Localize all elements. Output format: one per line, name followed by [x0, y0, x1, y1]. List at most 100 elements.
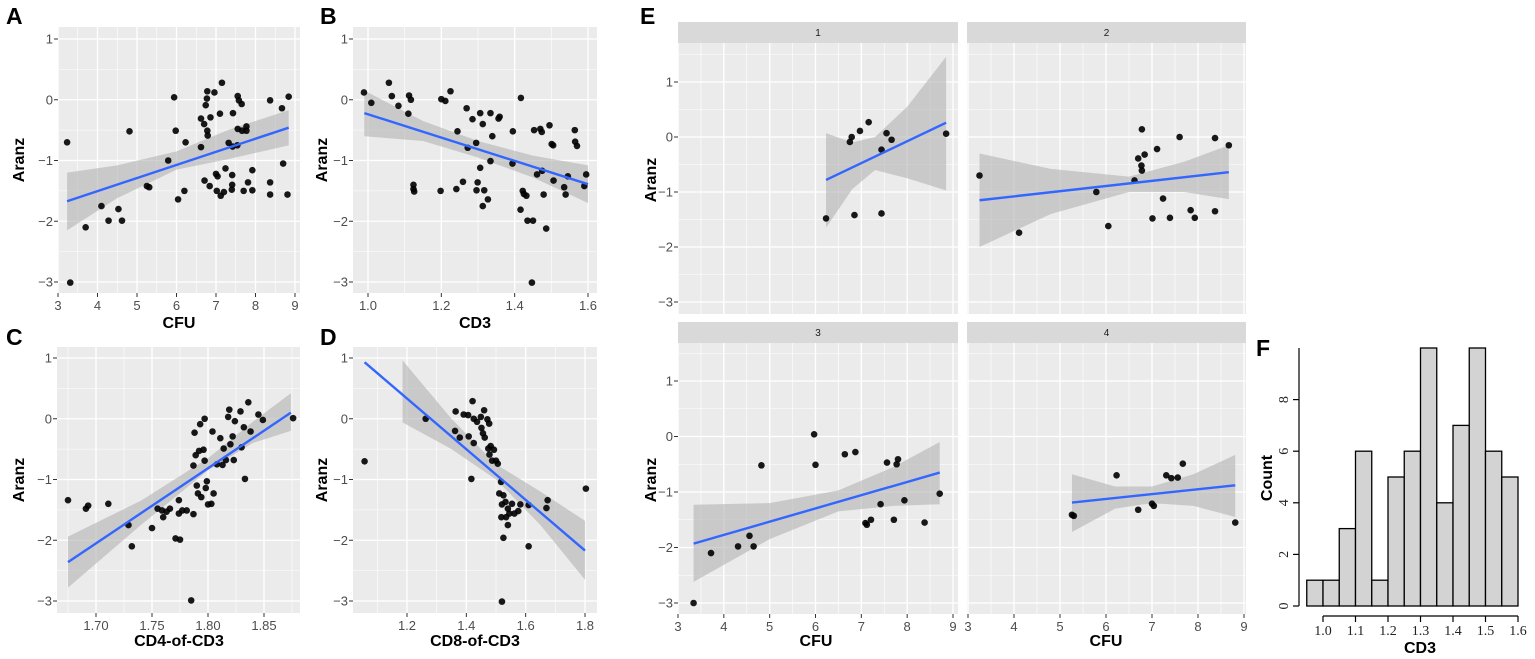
facet-2: 2: [967, 22, 1246, 314]
data-point: [509, 128, 517, 135]
data-point: [894, 455, 902, 463]
data-point: [514, 507, 522, 515]
data-point: [477, 413, 485, 421]
data-point: [197, 493, 205, 501]
data-point: [241, 475, 249, 483]
y-tick-label: 1: [46, 32, 53, 47]
data-point: [481, 434, 489, 441]
data-point: [220, 188, 228, 196]
data-point: [279, 160, 287, 167]
data-point: [538, 128, 546, 136]
y-tick-label: −3: [333, 275, 348, 290]
data-point: [183, 507, 191, 514]
data-point: [231, 417, 239, 425]
data-point: [480, 406, 488, 414]
data-point: [758, 462, 765, 469]
x-tick-label: 7: [212, 298, 219, 313]
x-tick-label: 6: [812, 619, 819, 634]
y-axis-title: Count: [1259, 454, 1276, 501]
data-point: [1174, 474, 1182, 481]
data-point: [936, 490, 944, 497]
data-point: [456, 434, 464, 441]
regression-line: [363, 111, 589, 186]
y-tick-label: 1: [45, 351, 52, 366]
data-point: [454, 128, 461, 135]
data-point: [502, 498, 509, 506]
y-tick-label: −2: [37, 533, 52, 548]
x-tick-label: 1.5: [1477, 624, 1495, 639]
regression-line: [66, 126, 290, 203]
data-point: [1093, 188, 1100, 196]
y-tick-label: 0: [666, 130, 673, 145]
data-point: [204, 127, 211, 135]
data-point: [1105, 222, 1112, 230]
data-point: [1166, 214, 1174, 222]
y-tick-label: −3: [37, 594, 52, 609]
data-point: [550, 177, 557, 184]
data-point: [437, 187, 444, 195]
facet-strip-label: 2: [1104, 28, 1110, 39]
data-point: [883, 459, 891, 466]
data-point: [810, 430, 818, 438]
data-point: [1179, 460, 1187, 467]
y-tick-label: −1: [38, 153, 53, 168]
data-point: [159, 513, 167, 521]
panel-f: 0 2 4 6 8 1.0 1.1 1.2 1.3 1.4 1.5 1.6 F Count CD3: [1256, 335, 1527, 657]
regression-line: [693, 471, 941, 545]
x-tick-label: 5: [133, 298, 140, 313]
y-tick-label: 1: [666, 374, 673, 389]
data-point: [82, 224, 89, 231]
x-tick-label: 1.70: [83, 618, 108, 633]
data-point: [707, 549, 715, 557]
x-tick-label: 1.8: [576, 618, 594, 633]
y-tick-label: 1: [341, 32, 348, 47]
data-point: [890, 516, 898, 524]
data-point: [487, 109, 494, 117]
data-point: [508, 500, 516, 508]
data-point: [523, 192, 530, 200]
data-point: [852, 448, 859, 456]
y-axis-title: Aranz: [643, 458, 660, 502]
data-point: [84, 502, 92, 509]
facet-strip: [678, 322, 958, 343]
data-point: [1187, 206, 1194, 214]
data-point: [407, 96, 415, 104]
data-point: [395, 102, 402, 110]
data-point: [464, 411, 472, 419]
data-point: [385, 79, 393, 87]
y-tick-label: −3: [658, 295, 673, 310]
data-point: [524, 217, 531, 224]
data-point: [209, 428, 216, 435]
data-point: [243, 127, 250, 135]
data-point: [249, 166, 256, 174]
data-point: [118, 217, 126, 224]
y-tick-label: −2: [333, 533, 348, 548]
y-axis-title: Aranz: [643, 158, 660, 202]
data-point: [204, 87, 211, 95]
data-point: [229, 109, 237, 117]
data-point: [203, 478, 211, 485]
x-axis-title: CFU: [800, 633, 833, 650]
data-point: [174, 196, 182, 203]
data-point: [170, 94, 178, 101]
y-tick-label: 0: [45, 411, 52, 426]
x-tick-label: 9: [1240, 619, 1247, 634]
data-point: [175, 496, 183, 504]
data-point: [1176, 133, 1183, 141]
data-point: [479, 202, 487, 210]
data-point: [484, 196, 492, 203]
data-point: [442, 97, 449, 105]
data-point: [540, 191, 547, 198]
data-point: [573, 142, 581, 150]
data-point: [500, 534, 507, 542]
data-point: [888, 136, 895, 144]
x-tick-label: 4: [1010, 619, 1017, 634]
data-point: [485, 420, 493, 427]
data-point: [473, 418, 481, 426]
data-point: [217, 434, 224, 442]
data-point: [368, 99, 375, 107]
data-point: [266, 97, 274, 104]
data-point: [148, 524, 156, 532]
data-point: [517, 206, 524, 214]
x-tick-label: 1.80: [195, 618, 220, 633]
